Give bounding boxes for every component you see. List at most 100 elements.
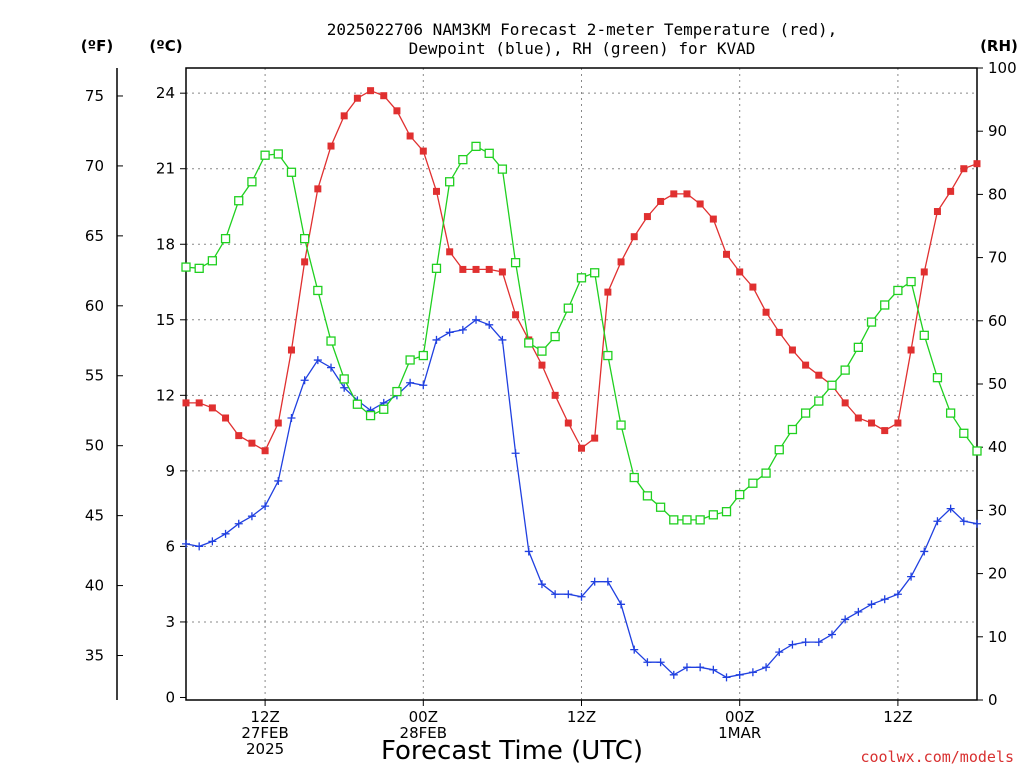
rh-point xyxy=(655,502,666,512)
rh-point xyxy=(695,515,705,525)
unit-label-rh: (RH) xyxy=(980,37,1018,55)
temperature-point xyxy=(261,447,269,455)
temperature-point xyxy=(854,414,862,422)
x-tick-label: 00Z xyxy=(725,708,754,726)
rh-point xyxy=(497,164,508,174)
x-tick-label: 12Z xyxy=(883,708,912,726)
temperature-point xyxy=(222,414,230,422)
rh-point xyxy=(893,285,903,296)
series-layer xyxy=(181,87,982,682)
x-tick-label: 00Z xyxy=(409,708,438,726)
fahrenheit-tick-label: 55 xyxy=(85,367,104,385)
rh-point xyxy=(748,478,758,488)
fahrenheit-tick-label: 35 xyxy=(85,647,104,665)
temperature-point xyxy=(340,112,348,120)
rh-point xyxy=(721,507,732,517)
temperature-point xyxy=(406,132,414,140)
rh-point xyxy=(537,346,547,356)
rh-point xyxy=(299,233,310,244)
temperature-point xyxy=(894,419,902,427)
temperature-point xyxy=(788,346,796,354)
x-tick-label: 27FEB xyxy=(241,724,288,742)
temperature-point xyxy=(432,187,440,195)
dewpoint-point xyxy=(195,542,204,551)
x-tick-label: 1MAR xyxy=(718,724,761,742)
temperature-point xyxy=(380,92,388,100)
rh-point xyxy=(932,373,943,383)
temperature-point xyxy=(485,265,493,273)
dewpoint-point xyxy=(893,590,902,599)
celsius-tick-label: 3 xyxy=(165,613,175,631)
temperature-point xyxy=(723,250,731,258)
chart-title-line2: Dewpoint (blue), RH (green) for KVAD xyxy=(409,39,756,58)
rh-point xyxy=(563,303,573,313)
dewpoint-point xyxy=(340,383,349,392)
fahrenheit-tick-label: 75 xyxy=(85,87,104,105)
dewpoint-point xyxy=(445,328,454,337)
celsius-tick-label: 18 xyxy=(156,235,175,253)
rh-point xyxy=(866,317,877,327)
rh-point xyxy=(827,380,837,390)
fahrenheit-axis: 35 40 45 50 55 60 65 70 75 xyxy=(85,87,123,665)
rh-point xyxy=(313,285,323,296)
dewpoint-point xyxy=(801,638,810,647)
temperature-point xyxy=(551,391,559,399)
dewpoint-point xyxy=(419,381,428,390)
chart-title-line1: 2025022706 NAM3KM Forecast 2-meter Tempe… xyxy=(327,20,838,39)
dewpoint-point xyxy=(537,580,546,589)
rh-point xyxy=(431,263,442,273)
dewpoint-point xyxy=(524,547,533,556)
temperature-point xyxy=(657,197,665,205)
rh-point xyxy=(339,374,349,384)
fahrenheit-tick-label: 60 xyxy=(85,297,104,315)
celsius-tick-label: 21 xyxy=(156,160,175,178)
dewpoint-point xyxy=(603,577,612,586)
rh-tick-label: 10 xyxy=(988,628,1007,646)
celsius-tick-label: 0 xyxy=(165,688,175,706)
dewpoint-point xyxy=(287,413,296,422)
temperature-point xyxy=(920,268,928,276)
rh-point xyxy=(181,262,191,272)
temperature-point xyxy=(907,346,915,354)
rh-point xyxy=(774,445,784,455)
rh-point xyxy=(418,350,428,361)
dewpoint-series xyxy=(182,315,981,682)
x-tick-label: 28FEB xyxy=(400,724,447,742)
fahrenheit-tick-label: 40 xyxy=(85,577,104,595)
rh-series xyxy=(181,141,982,525)
celsius-tick-label: 12 xyxy=(156,386,175,404)
dewpoint-point xyxy=(656,658,665,667)
rh-point xyxy=(880,300,890,310)
temperature-point xyxy=(696,200,704,208)
rh-point xyxy=(945,408,956,418)
dewpoint-point xyxy=(274,476,283,485)
rh-point xyxy=(629,472,639,483)
temperature-point xyxy=(960,165,968,173)
dewpoint-point xyxy=(814,638,823,647)
rh-point xyxy=(616,420,626,430)
rh-point xyxy=(642,491,653,501)
unit-label-celsius: (ºC) xyxy=(149,37,182,55)
dewpoint-point xyxy=(735,670,744,679)
rh-point xyxy=(603,350,613,361)
temperature-point xyxy=(327,142,335,150)
temperature-point xyxy=(670,190,678,198)
dewpoint-point xyxy=(432,335,441,344)
dewpoint-point xyxy=(748,668,757,677)
rh-point xyxy=(326,336,336,346)
dewpoint-point xyxy=(933,517,942,526)
rh-point xyxy=(800,408,811,418)
dewpoint-point xyxy=(907,572,916,581)
x-axis-title: Forecast Time (UTC) xyxy=(381,736,643,766)
rh-tick-label: 50 xyxy=(988,375,1007,393)
dewpoint-series-line xyxy=(185,319,978,678)
celsius-tick-label: 24 xyxy=(156,84,175,102)
rh-tick-label: 70 xyxy=(988,249,1007,267)
temperature-point xyxy=(868,419,876,427)
x-tick-label: 2025 xyxy=(246,740,284,758)
rh-point xyxy=(260,150,270,160)
rh-point xyxy=(682,515,692,525)
celsius-tick-label: 9 xyxy=(165,462,175,480)
dewpoint-point xyxy=(511,449,520,458)
dewpoint-point xyxy=(485,320,494,329)
